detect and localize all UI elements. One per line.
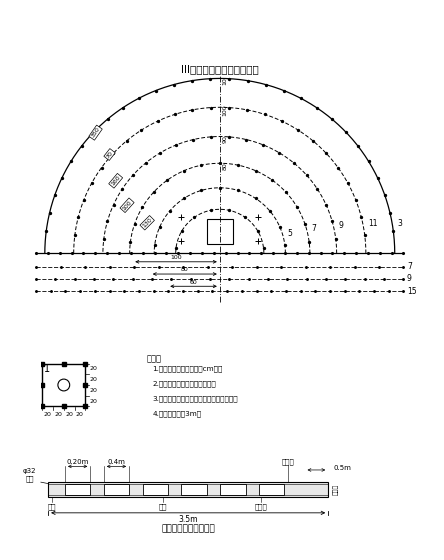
Text: 80: 80	[181, 267, 189, 272]
Text: 130: 130	[141, 217, 153, 228]
Text: 竹片: 竹片	[159, 503, 167, 510]
Text: 1.本图尺寸据说明，均以cm计；: 1.本图尺寸据说明，均以cm计；	[152, 366, 222, 372]
Text: 10: 10	[222, 77, 227, 85]
Text: 3: 3	[397, 218, 402, 227]
Text: 20: 20	[90, 377, 97, 382]
Text: 160: 160	[110, 175, 121, 187]
Text: 20: 20	[65, 412, 73, 417]
Text: 90: 90	[222, 135, 227, 143]
Text: 9: 9	[338, 221, 343, 230]
Bar	[42, 363, 85, 407]
Text: 0.5m: 0.5m	[333, 465, 351, 471]
Text: 3.炮眼及爆破参量见坑道爆破设计参数表；: 3.炮眼及爆破参量见坑道爆破设计参数表；	[152, 395, 238, 402]
Text: 100: 100	[222, 104, 227, 116]
Text: 4.一个循环进尺3m。: 4.一个循环进尺3m。	[152, 410, 201, 417]
Bar	[48, 483, 328, 497]
Text: 80: 80	[222, 162, 227, 170]
Text: 3.5m: 3.5m	[178, 515, 198, 524]
Text: φ32: φ32	[23, 468, 36, 474]
Text: 20: 20	[90, 388, 97, 393]
Text: 20: 20	[44, 412, 52, 417]
Bar	[220, 484, 246, 495]
Bar	[65, 484, 90, 495]
Text: III级围岩光面爆破设计图。: III级围岩光面爆破设计图。	[181, 64, 259, 74]
Bar	[259, 484, 284, 495]
Text: 药包: 药包	[25, 475, 34, 482]
Text: 5: 5	[287, 228, 292, 237]
Text: 100: 100	[170, 255, 182, 260]
Text: 0.20m: 0.20m	[67, 460, 89, 465]
Text: 11: 11	[368, 218, 377, 227]
Bar	[182, 484, 207, 495]
Text: 导爆管: 导爆管	[333, 484, 339, 495]
Text: 0.4m: 0.4m	[107, 460, 125, 465]
Text: 20: 20	[90, 366, 97, 371]
Text: 70: 70	[105, 150, 114, 159]
Text: 20: 20	[76, 412, 84, 417]
Text: 15: 15	[407, 287, 416, 296]
Text: 100: 100	[121, 199, 133, 211]
Text: 7: 7	[312, 224, 317, 233]
Bar	[104, 484, 129, 495]
Text: 7: 7	[407, 262, 412, 271]
Bar	[143, 484, 168, 495]
Bar	[206, 220, 233, 244]
Text: 附注：: 附注：	[147, 354, 162, 363]
Text: 350: 350	[90, 127, 101, 139]
Text: 炮管: 炮管	[47, 503, 56, 510]
Text: 9: 9	[407, 274, 412, 283]
Text: 20: 20	[90, 399, 97, 404]
Text: 20: 20	[55, 412, 62, 417]
Text: 2.圆中数字代表炮孔炮管排距；: 2.圆中数字代表炮孔炮管排距；	[152, 380, 216, 387]
Text: 1: 1	[44, 364, 50, 374]
Text: 堵塞小: 堵塞小	[281, 458, 294, 465]
Text: 塞塞炮: 塞塞炮	[254, 503, 267, 510]
Text: 周边眼间隔装药结构图: 周边眼间隔装药结构图	[161, 525, 215, 534]
Text: 60: 60	[190, 279, 198, 284]
